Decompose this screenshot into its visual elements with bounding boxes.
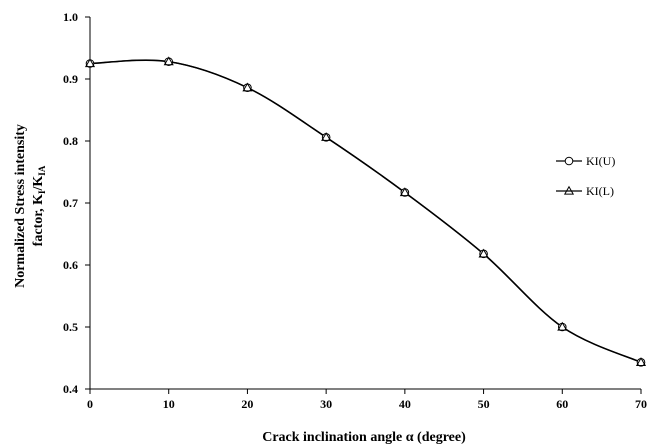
y-tick-label: 0.8 (63, 134, 78, 148)
x-tick-label: 0 (87, 397, 93, 411)
data-point-triangle (557, 321, 568, 331)
legend-label: KI(L) (586, 184, 614, 198)
y-axis-title-line2: factor, KI/KIA (31, 165, 47, 246)
x-tick-label: 20 (241, 397, 253, 411)
data-point-triangle (163, 56, 174, 66)
y-tick-label: 0.5 (63, 320, 78, 334)
legend-item: KI(U) (556, 154, 615, 168)
legend-label: KI(U) (586, 154, 615, 168)
y-tick-label: 0.6 (63, 258, 78, 272)
y-tick-label: 0.4 (63, 382, 78, 396)
x-tick-label: 40 (399, 397, 411, 411)
legend-item: KI(L) (556, 184, 614, 198)
x-tick-label: 10 (163, 397, 175, 411)
series-lines (89, 59, 642, 364)
data-point-triangle (635, 357, 647, 366)
y-tick-label: 0.9 (63, 72, 78, 86)
legend-marker-circle (564, 156, 574, 166)
series-markers (84, 56, 647, 367)
data-point-triangle (321, 132, 332, 141)
data-point-triangle (242, 82, 253, 92)
axes (89, 17, 641, 390)
x-tick-label: 30 (320, 397, 332, 411)
legend: KI(U) KI(L) (556, 154, 615, 198)
data-point-triangle (84, 58, 96, 68)
data-point-triangle (478, 248, 489, 258)
x-tick-label: 70 (635, 397, 647, 411)
series-line-1 (89, 59, 642, 364)
x-axis-title: Crack inclination angle α (degree) (262, 430, 466, 445)
x-ticks: 0 10 20 30 40 50 60 70 (87, 389, 647, 411)
series-line-2 (89, 59, 642, 363)
legend-marker-triangle (563, 185, 575, 195)
y-axis-title: Normalized Stress intensity factor, KI/K… (13, 124, 47, 288)
x-tick-label: 60 (556, 397, 568, 411)
y-ticks: 0.4 0.5 0.6 0.7 0.8 0.9 1.0 (63, 10, 90, 396)
data-point-triangle (399, 187, 410, 197)
y-tick-label: 1.0 (63, 10, 78, 24)
y-axis-title-line1: Normalized Stress intensity (13, 124, 28, 288)
x-tick-label: 50 (478, 397, 490, 411)
y-tick-label: 0.7 (63, 196, 78, 210)
